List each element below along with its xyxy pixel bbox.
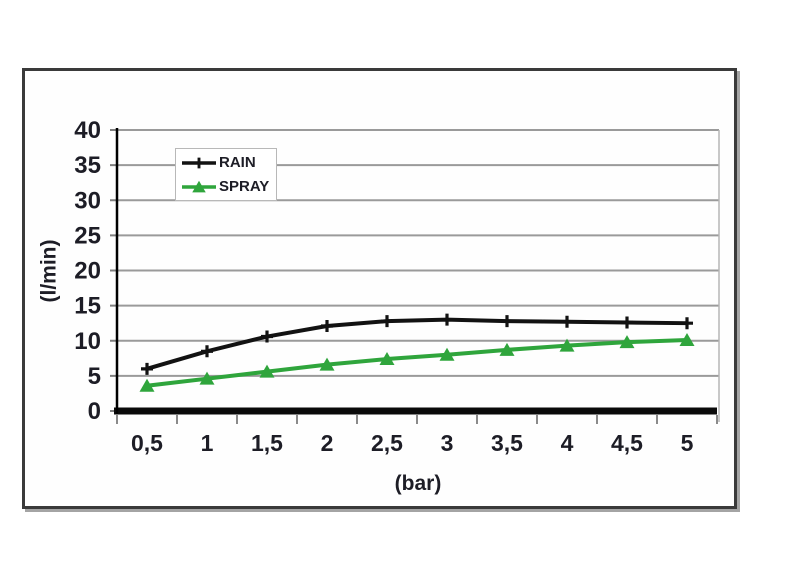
y-tick-label: 20	[74, 258, 101, 285]
series-spray-line	[146, 338, 688, 388]
series-rain-marker	[621, 316, 633, 329]
series-rain-marker	[381, 315, 393, 328]
series-spray-marker	[199, 371, 215, 385]
legend-sample-spray-marker	[192, 180, 206, 192]
x-tick-label: 4,5	[611, 430, 643, 456]
y-tick-label: 10	[74, 328, 101, 355]
series-rain-marker	[141, 362, 153, 375]
series-spray-marker	[259, 364, 275, 378]
x-tick-label: 4	[561, 430, 574, 456]
y-tick-label: 40	[74, 117, 101, 144]
series-spray-marker	[499, 342, 515, 356]
series-rain-marker	[501, 315, 513, 328]
series-rain-marker	[441, 313, 453, 326]
x-tick-label: 0,5	[131, 430, 163, 456]
y-tick-label: 25	[74, 222, 101, 249]
x-axis-title: (bar)	[394, 472, 442, 495]
series-rain-marker	[561, 315, 573, 328]
x-tick-label: 1,5	[251, 430, 283, 456]
x-tick-label: 3	[441, 430, 454, 456]
series-rain-marker	[261, 330, 273, 343]
series-spray-marker	[559, 338, 575, 352]
series-rain-marker	[201, 345, 213, 358]
y-tick-label: 5	[88, 363, 101, 390]
series-spray-marker	[439, 347, 455, 361]
chart-frame: 0 5 10 15 20 25 30 35 40 0,5 1 1,5 2 2,5 3 3,5 4 4,5 5 (l/…	[22, 68, 737, 509]
y-axis-title: (l/min)	[33, 130, 65, 411]
series-spray-marker	[319, 357, 335, 371]
series-rain-line	[146, 317, 688, 371]
chart-legend: RAIN SPRAY	[175, 148, 277, 201]
series-spray-marker	[679, 333, 695, 347]
series-spray-marker	[379, 352, 395, 366]
y-axis-title-text: (l/min)	[37, 239, 60, 302]
legend-label-rain: RAIN	[219, 154, 256, 171]
x-tick-label: 1	[201, 430, 214, 456]
series-rain-marker	[321, 319, 333, 332]
x-tick-label: 5	[681, 430, 694, 456]
x-tick-label: 2	[321, 430, 334, 456]
spray-line-sample-icon	[182, 180, 216, 192]
y-tick-label: 30	[74, 187, 101, 214]
series-rain-marker	[681, 317, 693, 330]
legend-label-spray: SPRAY	[219, 178, 270, 195]
flow-rate-chart: 0 5 10 15 20 25 30 35 40 0,5 1 1,5 2 2,5 3 3,5 4 4,5 5	[74, 117, 720, 456]
y-tick-label: 35	[74, 152, 101, 179]
legend-item-spray: SPRAY	[182, 175, 276, 199]
series-spray-marker	[619, 335, 635, 349]
y-tick-label: 0	[88, 398, 101, 425]
y-tick-label: 15	[74, 293, 101, 320]
x-tick-label: 2,5	[371, 430, 403, 456]
legend-sample-rain-marker	[193, 157, 205, 168]
legend-item-rain: RAIN	[182, 151, 276, 175]
series-spray-marker	[139, 378, 155, 392]
rain-line-sample-icon	[182, 157, 216, 168]
x-tick-label: 3,5	[491, 430, 523, 456]
